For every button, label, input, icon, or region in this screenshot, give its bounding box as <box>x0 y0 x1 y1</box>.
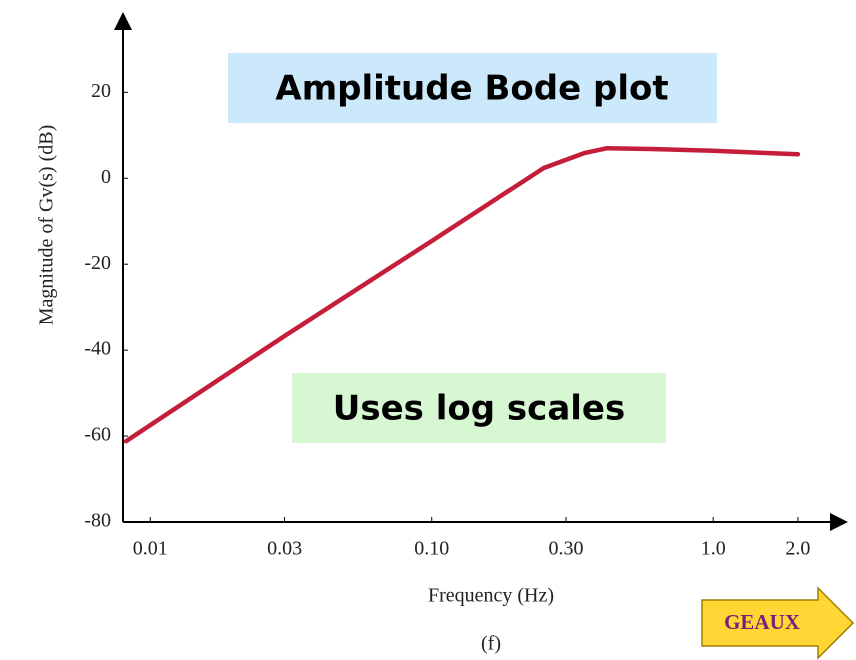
caption: (f) <box>481 633 501 655</box>
data-line <box>123 145 801 444</box>
button-arrow[interactable] <box>701 586 855 660</box>
annotation: Amplitude Bode plot <box>275 69 668 109</box>
x-tick-label: 2.0 <box>785 538 810 560</box>
y-tick-label: -60 <box>84 424 111 446</box>
y-tick-label: -80 <box>84 510 111 532</box>
y-tick-label: 0 <box>101 166 111 188</box>
y-tick-label: -20 <box>84 252 111 274</box>
button[interactable]: GEAUX <box>701 586 855 660</box>
x-tick-label: 0.30 <box>549 538 584 560</box>
y-axis-label: Magnitude of Gv(s) (dB) <box>36 125 58 326</box>
y-tick-label: -40 <box>84 338 111 360</box>
annotation-box <box>292 373 666 443</box>
axis-arrow <box>830 513 848 531</box>
annotation-box <box>228 53 717 123</box>
x-axis-label: Frequency (Hz) <box>428 585 554 607</box>
annotation: Uses log scales <box>333 389 625 429</box>
x-tick-label: 1.0 <box>701 538 726 560</box>
x-tick-label: 0.03 <box>267 538 302 560</box>
y-tick-label: 20 <box>91 80 111 102</box>
axis-arrow <box>114 12 132 30</box>
x-tick-label: 0.10 <box>414 538 449 560</box>
x-tick-label: 0.01 <box>133 538 168 560</box>
button-label[interactable]: GEAUX <box>724 610 800 634</box>
